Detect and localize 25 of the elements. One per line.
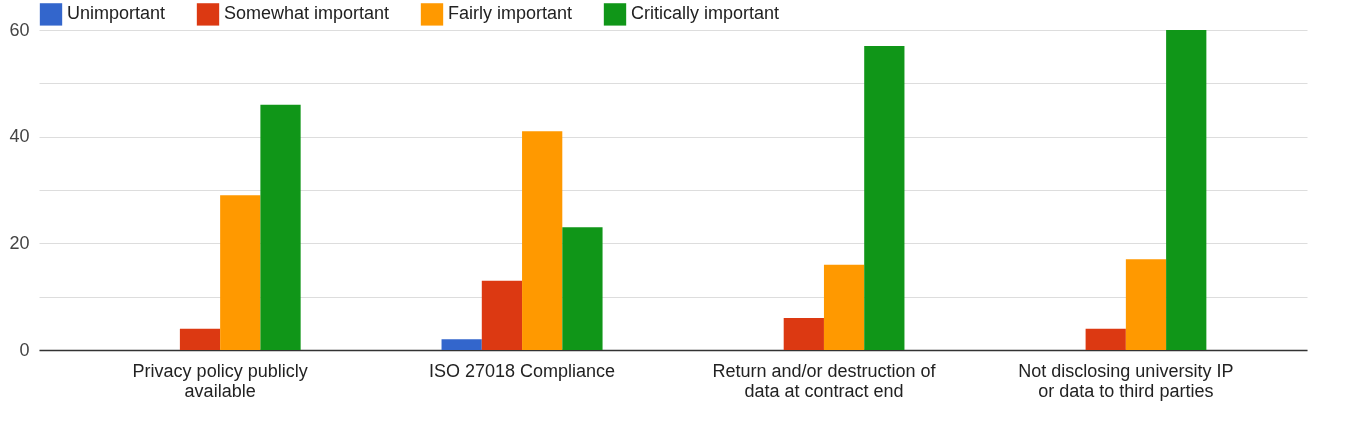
- bar: [783, 318, 824, 350]
- bar: [864, 46, 905, 350]
- legend-label: Critically important: [631, 3, 780, 24]
- legend-label: Fairly important: [448, 3, 573, 24]
- bar: [823, 264, 865, 350]
- bar: [1166, 30, 1207, 350]
- x-tick-label: Return and/or destruction of data at contract end: [712, 360, 937, 401]
- bar: [481, 280, 523, 350]
- x-tick-label: Privacy policy publicly available: [132, 360, 308, 401]
- bar: [1125, 259, 1167, 350]
- y-tick-label: 60: [9, 19, 30, 40]
- y-tick-label: 40: [9, 126, 30, 147]
- bar: [179, 328, 221, 350]
- x-tick-label: Not disclosing university IP or data to third parties: [1018, 360, 1234, 401]
- bar: [260, 104, 301, 350]
- bar: [562, 227, 603, 350]
- bar: [441, 339, 482, 350]
- legend-label: Unimportant: [67, 3, 166, 24]
- legend-label: Somewhat important: [224, 3, 390, 24]
- y-tick-label: 20: [9, 232, 30, 253]
- bar: [1085, 328, 1126, 350]
- x-tick-label: ISO 27018 Compliance: [428, 360, 616, 381]
- bar: [522, 131, 563, 350]
- bar: [220, 195, 261, 350]
- y-tick-label: 0: [19, 339, 30, 360]
